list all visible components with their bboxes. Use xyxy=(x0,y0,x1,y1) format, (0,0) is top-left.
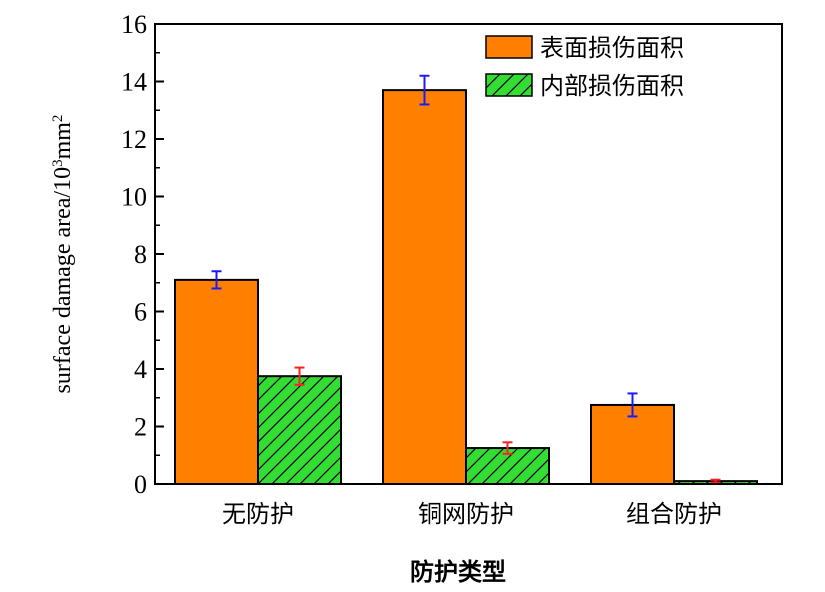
y-axis-title-base: surface damage area/10 xyxy=(50,167,76,394)
y-tick-label: 8 xyxy=(134,240,147,269)
bar-surface-2 xyxy=(590,403,675,485)
bar-internal-0 xyxy=(257,375,342,485)
y-tick-label: 14 xyxy=(121,68,147,97)
x-category-label: 铜网防护 xyxy=(418,500,514,528)
legend-label-surface: 表面损伤面积 xyxy=(540,34,684,62)
legend-swatch-surface xyxy=(485,35,533,59)
y-tick-label: 16 xyxy=(121,10,147,39)
error-bar-internal-0 xyxy=(294,366,305,386)
y-tick-label: 12 xyxy=(121,125,147,154)
bar-surface-1 xyxy=(382,89,467,485)
x-category-label: 无防护 xyxy=(222,500,294,528)
x-axis-title: 防护类型 xyxy=(410,558,506,586)
error-bar-internal-1 xyxy=(502,441,513,455)
legend-label-internal: 内部损伤面积 xyxy=(540,72,684,100)
y-axis-title-sup2: 2 xyxy=(50,115,66,123)
error-bar-surface-0 xyxy=(211,270,222,290)
y-tick-label: 6 xyxy=(134,298,147,327)
error-bar-internal-2 xyxy=(710,478,721,484)
y-tick-label: 2 xyxy=(134,413,147,442)
bars-layer xyxy=(174,89,758,485)
error-bar-surface-2 xyxy=(627,392,638,418)
y-axis-title-unit: mm xyxy=(50,122,76,160)
y-axis-title-sup1: 3 xyxy=(50,159,66,167)
y-tick-label: 0 xyxy=(134,470,147,499)
x-axis-categories: 无防护 铜网防护 组合防护 xyxy=(222,475,722,528)
y-axis-ticks: 0 2 4 6 8 10 12 14 16 xyxy=(121,10,164,499)
y-tick-label: 10 xyxy=(121,183,147,212)
error-bar-surface-1 xyxy=(419,74,430,106)
x-category-label: 组合防护 xyxy=(626,500,722,528)
legend: 表面损伤面积 内部损伤面积 xyxy=(485,34,684,100)
bar-surface-0 xyxy=(174,278,259,485)
error-bars-layer xyxy=(211,74,721,484)
y-tick-label: 4 xyxy=(134,355,147,384)
y-axis-title: surface damage area/103mm2 xyxy=(50,115,76,394)
legend-swatch-internal xyxy=(485,73,533,97)
